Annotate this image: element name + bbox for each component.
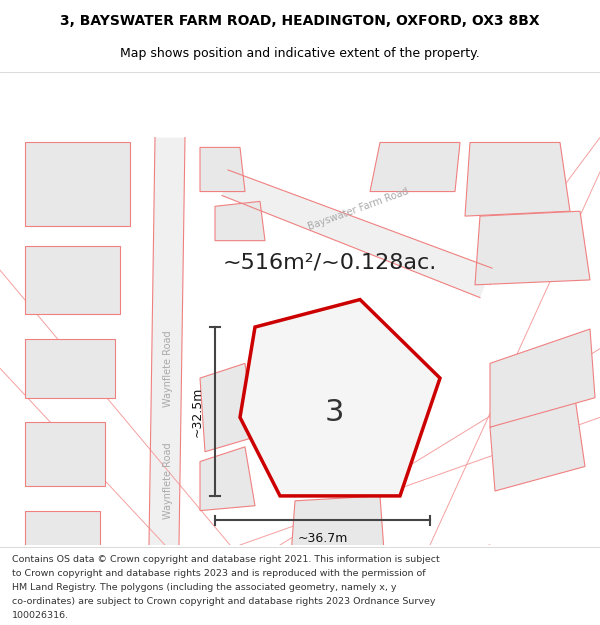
Polygon shape bbox=[290, 496, 385, 569]
Text: ~516m²/~0.128ac.: ~516m²/~0.128ac. bbox=[223, 253, 437, 272]
Polygon shape bbox=[240, 299, 440, 496]
Text: to Crown copyright and database rights 2023 and is reproduced with the permissio: to Crown copyright and database rights 2… bbox=[12, 569, 425, 578]
Polygon shape bbox=[200, 447, 255, 511]
Text: 3: 3 bbox=[325, 398, 344, 427]
Polygon shape bbox=[475, 211, 590, 285]
Text: 100026316.: 100026316. bbox=[12, 611, 69, 619]
Polygon shape bbox=[148, 138, 185, 612]
Polygon shape bbox=[215, 201, 265, 241]
Polygon shape bbox=[370, 142, 460, 191]
Text: Map shows position and indicative extent of the property.: Map shows position and indicative extent… bbox=[120, 47, 480, 59]
Text: ~32.5m: ~32.5m bbox=[191, 386, 203, 437]
Polygon shape bbox=[25, 511, 100, 574]
Polygon shape bbox=[25, 422, 105, 486]
Polygon shape bbox=[465, 142, 570, 216]
Polygon shape bbox=[25, 339, 115, 398]
Text: Contains OS data © Crown copyright and database right 2021. This information is : Contains OS data © Crown copyright and d… bbox=[12, 554, 440, 564]
Polygon shape bbox=[395, 545, 500, 614]
Polygon shape bbox=[200, 363, 255, 452]
Polygon shape bbox=[222, 170, 492, 298]
Polygon shape bbox=[295, 564, 395, 624]
Text: 3, BAYSWATER FARM ROAD, HEADINGTON, OXFORD, OX3 8BX: 3, BAYSWATER FARM ROAD, HEADINGTON, OXFO… bbox=[60, 14, 540, 28]
Text: Waynflete Road: Waynflete Road bbox=[163, 443, 173, 519]
Text: Waynflete Road: Waynflete Road bbox=[163, 330, 173, 407]
Text: co-ordinates) are subject to Crown copyright and database rights 2023 Ordnance S: co-ordinates) are subject to Crown copyr… bbox=[12, 597, 436, 606]
Polygon shape bbox=[490, 398, 585, 491]
Polygon shape bbox=[25, 246, 120, 314]
Polygon shape bbox=[490, 329, 595, 428]
Text: Bayswater Farm Road: Bayswater Farm Road bbox=[307, 186, 410, 232]
Text: ~36.7m: ~36.7m bbox=[298, 532, 347, 544]
Text: HM Land Registry. The polygons (including the associated geometry, namely x, y: HM Land Registry. The polygons (includin… bbox=[12, 582, 397, 592]
Polygon shape bbox=[200, 148, 245, 191]
Polygon shape bbox=[25, 142, 130, 226]
